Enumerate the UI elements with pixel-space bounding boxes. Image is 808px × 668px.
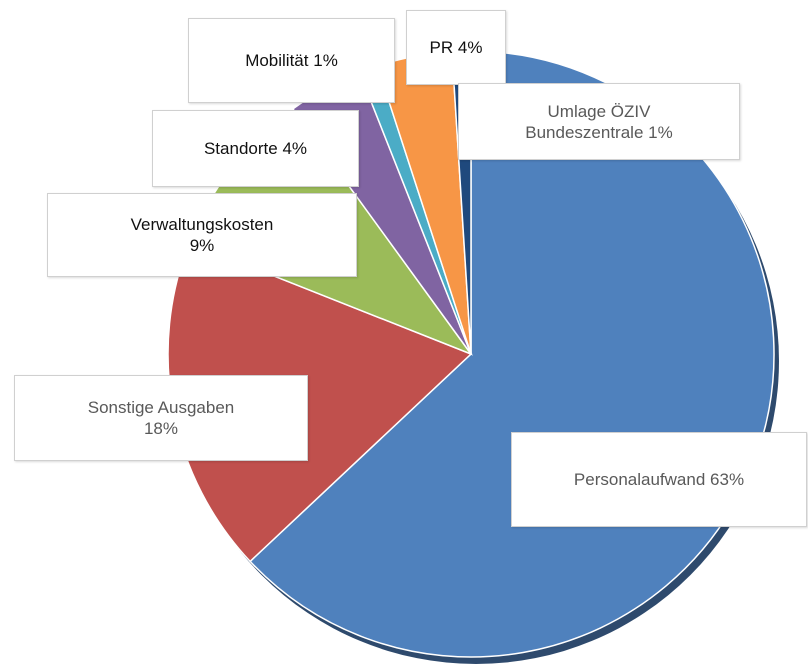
value-label: 63% <box>710 470 745 489</box>
data-label: Sonstige Ausgaben 18% <box>14 375 308 461</box>
data-label: Personalaufwand 63% <box>511 432 807 527</box>
value-label: 1% <box>648 122 673 142</box>
category-name: Umlage ÖZIV Bundeszentrale <box>525 101 651 142</box>
data-label: Verwaltungskosten 9% <box>47 193 357 277</box>
category-name: Standorte <box>203 139 278 158</box>
value-label: 18% <box>143 419 178 438</box>
category-name: Verwaltungskosten <box>130 215 274 234</box>
value-label: 4% <box>282 139 308 158</box>
value-label: 9% <box>189 236 215 255</box>
value-label: 1% <box>313 51 338 70</box>
data-label: PR 4% <box>406 10 506 85</box>
category-name: PR <box>429 38 454 57</box>
data-label: Standorte 4% <box>152 110 359 187</box>
category-name: Sonstige Ausgaben <box>87 398 235 417</box>
value-label: 4% <box>457 38 483 57</box>
category-name: Mobilität <box>245 51 309 70</box>
data-label: Umlage ÖZIV Bundeszentrale 1% <box>458 83 740 160</box>
category-name: Personalaufwand <box>573 470 706 489</box>
data-label: Mobilität 1% <box>188 18 395 103</box>
